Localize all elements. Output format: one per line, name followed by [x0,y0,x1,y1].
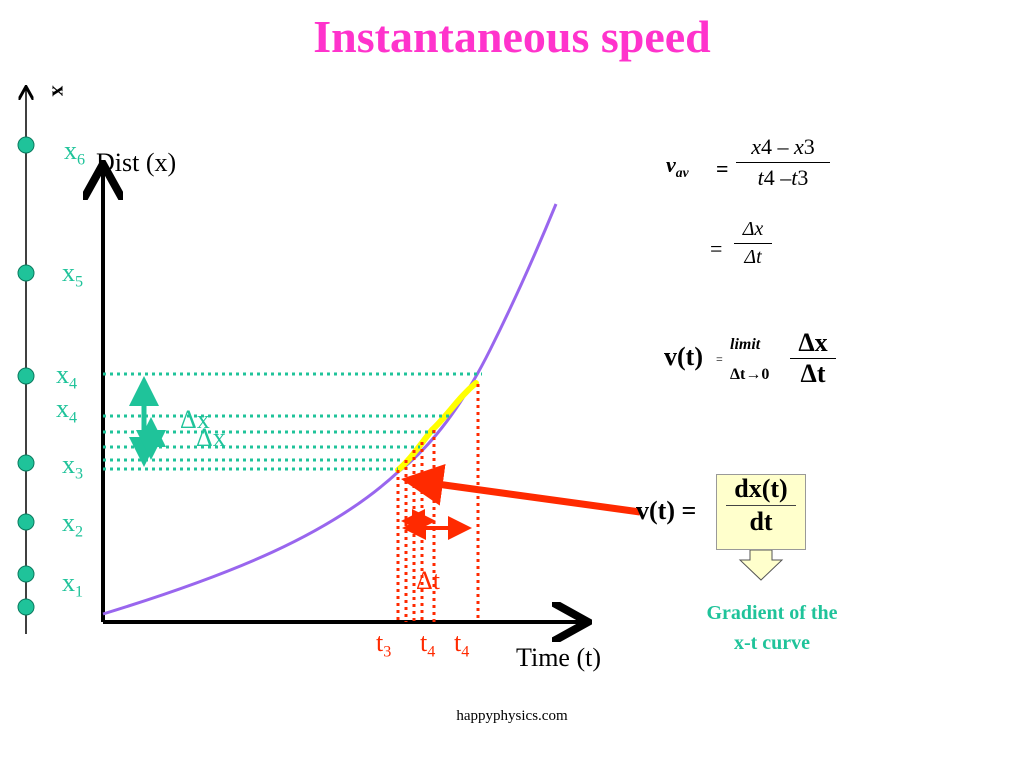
limit-equals: = [716,352,723,366]
position-dot [17,513,35,531]
number-line-points [17,136,35,616]
position-guide-lines [103,372,482,471]
gradient-note-line-2: x-t curve [733,632,811,654]
marker-label-x3: x3 [62,450,84,483]
vav-fraction: x4 – x3 t4 –t3 [736,134,830,191]
limit-condition: Δt→0 [730,366,770,383]
delta-x-label-1: Δx [180,405,210,434]
position-dot [17,136,35,154]
derivative-lhs: v(t) = [636,496,697,525]
gradient-note: Gradient of the x-t curve [672,598,872,658]
delta-x-arrows [129,376,166,467]
number-line-axis-label: x [47,85,73,97]
down-arrow-icon [738,549,784,581]
marker-label-x1: x1 [62,568,84,601]
tangent-pointer-arrow [401,463,641,516]
limit-lhs: v(t) [664,342,703,371]
position-dot [17,598,35,616]
vav-lhs: vav [666,152,689,180]
time-label-t3: t3 [376,628,392,661]
derivative-box [716,474,806,550]
time-label-t4-second: t4 [454,628,470,661]
position-dot [17,264,35,282]
time-label-t4-first: t4 [420,628,436,661]
footer-credit: happyphysics.com [456,708,568,724]
slide-title: Instantaneous speed [313,11,711,62]
vav-equals: = [716,156,729,181]
position-dot [17,454,35,472]
limit-fraction: Δx Δt [790,328,836,389]
delta-x-label-2: Δx [196,423,226,452]
x-axis-label: Time (t) [516,643,601,672]
delta-ratio-fraction: Δx Δt [734,218,772,269]
marker-label-x4-upper: x4 [56,360,78,393]
delta-t-arrows [401,509,472,540]
marker-label-x6: x6 [64,136,86,169]
position-dot [17,367,35,385]
derivative-fraction: dx(t) dt [720,474,802,537]
gradient-note-line-1: Gradient of the [706,602,838,624]
delta-t-label: Δt [416,566,440,595]
limit-word: limit [730,336,761,353]
position-dot [17,565,35,583]
marker-label-x4-lower: x4 [56,394,78,427]
position-time-curve [102,203,558,616]
marker-label-x5: x5 [62,258,84,291]
curve-highlight-segment [395,380,479,473]
y-axis-label: Dist (x) [96,148,177,177]
marker-label-x2: x2 [62,508,84,541]
delta-ratio-equals: = [710,236,723,261]
